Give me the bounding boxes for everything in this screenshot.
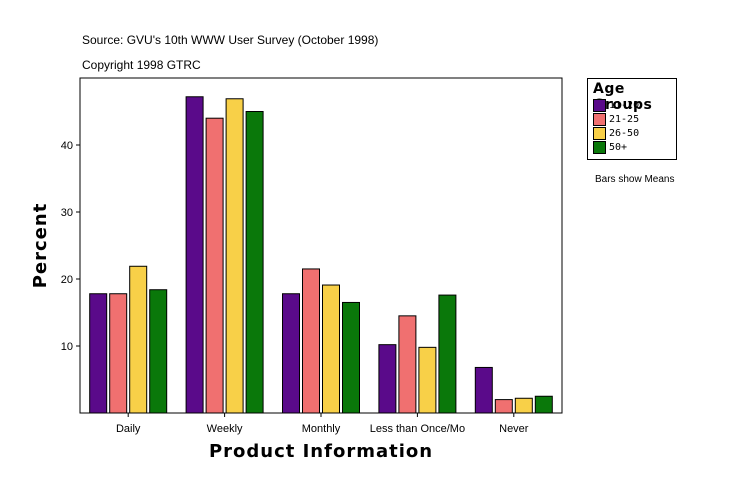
bar bbox=[534, 395, 553, 414]
legend-item: 50+ bbox=[593, 141, 627, 154]
x-tick-label: Never bbox=[499, 423, 529, 435]
copyright-line: Copyright 1998 GTRC bbox=[82, 58, 201, 72]
source-line: Source: GVU's 10th WWW User Survey (Octo… bbox=[82, 33, 379, 47]
legend-label: 11-20 bbox=[609, 100, 640, 111]
legend-title: Age Groups bbox=[593, 81, 653, 113]
bar bbox=[282, 293, 300, 414]
y-axis-label: Percent bbox=[30, 203, 51, 289]
bar bbox=[245, 111, 264, 414]
bar bbox=[494, 399, 513, 414]
bar bbox=[205, 117, 224, 414]
bar bbox=[474, 366, 493, 414]
legend-swatch bbox=[593, 99, 606, 112]
legend-swatch bbox=[593, 141, 606, 154]
legend: Age Groups 11-20 21-25 26-50 50+ bbox=[587, 78, 677, 160]
bar bbox=[418, 346, 437, 414]
y-tick-label: 20 bbox=[61, 274, 73, 286]
x-tick-label: Daily bbox=[116, 423, 141, 435]
bar bbox=[149, 289, 168, 414]
bar bbox=[378, 344, 397, 414]
bar bbox=[109, 293, 128, 414]
bar bbox=[302, 268, 320, 414]
legend-swatch bbox=[593, 113, 606, 126]
bar bbox=[514, 397, 533, 414]
x-axis-label: Product Information bbox=[209, 441, 433, 462]
bar bbox=[398, 315, 417, 414]
legend-label: 21-25 bbox=[609, 114, 640, 125]
bar bbox=[89, 293, 108, 414]
legend-item: 21-25 bbox=[593, 113, 639, 126]
y-tick-label: 30 bbox=[61, 207, 73, 219]
legend-label: 26-50 bbox=[609, 128, 640, 139]
legend-item: 26-50 bbox=[593, 127, 639, 140]
legend-label: 50+ bbox=[609, 142, 628, 153]
x-tick-label: Monthly bbox=[302, 423, 341, 435]
bar bbox=[225, 98, 244, 414]
bar bbox=[129, 265, 148, 414]
bar bbox=[322, 284, 340, 414]
bar bbox=[185, 96, 204, 414]
bar bbox=[342, 301, 360, 414]
bar bbox=[438, 294, 457, 414]
bars-note: Bars show Means bbox=[595, 174, 675, 185]
legend-item: 11-20 bbox=[593, 99, 639, 112]
x-tick-label: Less than Once/Mo bbox=[370, 423, 465, 435]
legend-swatch bbox=[593, 127, 606, 140]
y-tick-label: 10 bbox=[61, 341, 73, 353]
y-tick-label: 40 bbox=[61, 140, 73, 152]
x-tick-label: Weekly bbox=[207, 423, 243, 435]
